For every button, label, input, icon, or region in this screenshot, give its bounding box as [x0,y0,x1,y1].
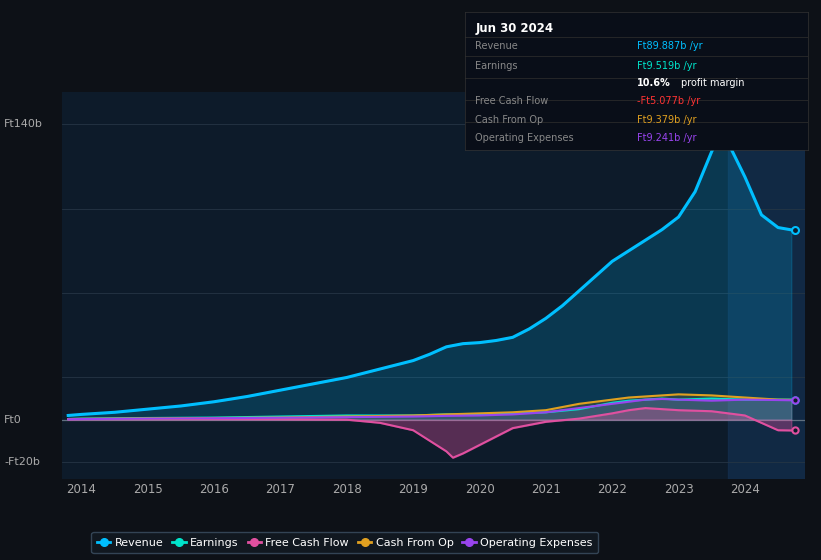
Text: Jun 30 2024: Jun 30 2024 [475,22,553,35]
Legend: Revenue, Earnings, Free Cash Flow, Cash From Op, Operating Expenses: Revenue, Earnings, Free Cash Flow, Cash … [91,532,599,553]
Text: Ft0: Ft0 [4,414,22,424]
Text: Cash From Op: Cash From Op [475,115,544,125]
Bar [728,92,805,479]
Text: Ft140b: Ft140b [4,119,43,129]
Text: Ft9.241b /yr: Ft9.241b /yr [636,133,696,143]
Text: Free Cash Flow: Free Cash Flow [475,96,548,106]
Text: 10.6%: 10.6% [636,78,670,88]
Text: Operating Expenses: Operating Expenses [475,133,574,143]
Text: Earnings: Earnings [475,62,518,71]
Text: Revenue: Revenue [475,41,518,51]
Text: -Ft5.077b /yr: -Ft5.077b /yr [636,96,699,106]
Text: Ft89.887b /yr: Ft89.887b /yr [636,41,702,51]
Text: Ft9.519b /yr: Ft9.519b /yr [636,62,696,71]
Text: profit margin: profit margin [681,78,745,88]
Text: -Ft20b: -Ft20b [4,457,40,467]
Text: Ft9.379b /yr: Ft9.379b /yr [636,115,696,125]
